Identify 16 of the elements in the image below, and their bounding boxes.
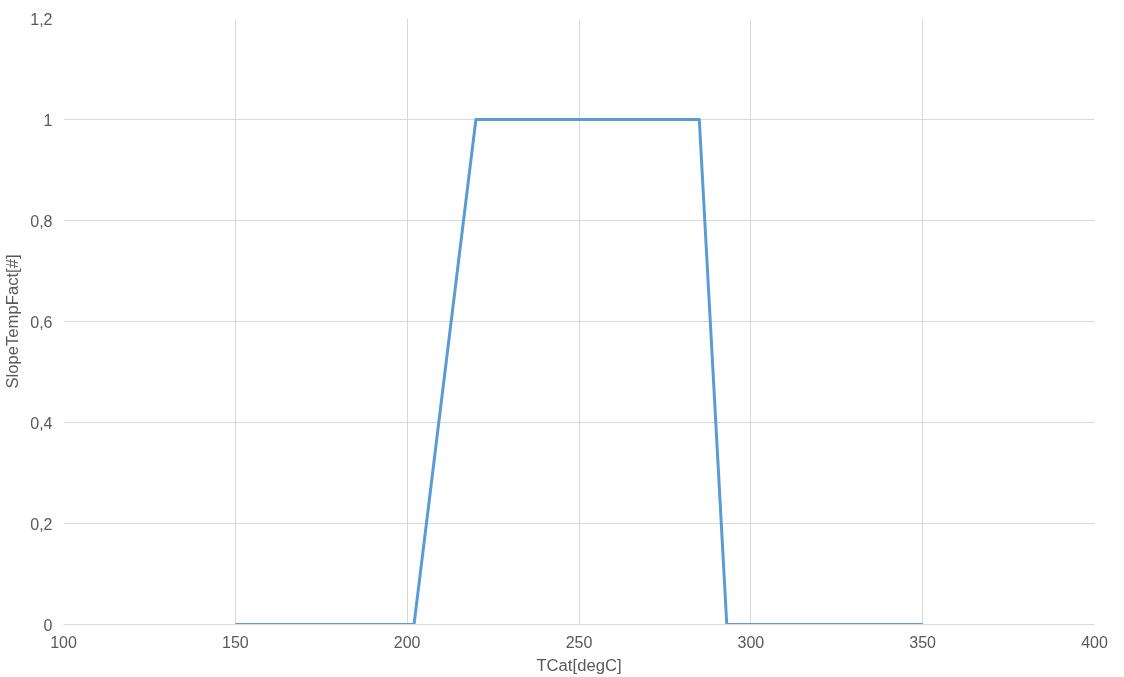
y-tick-label: 1,2: [30, 10, 53, 28]
y-tick-label: 0,6: [30, 313, 53, 331]
y-axis-title: SlopeTempFact[#]: [3, 254, 23, 389]
x-tick-label: 250: [565, 633, 593, 651]
y-tick-label: 1: [43, 111, 53, 129]
y-tick-label: 0,4: [30, 414, 53, 432]
x-tick-label: 400: [1081, 633, 1108, 651]
x-tick-label: 350: [909, 633, 937, 651]
x-tick-label: 300: [737, 633, 765, 651]
x-axis-title: TCat[degC]: [536, 655, 622, 675]
x-tick-label: 100: [50, 633, 77, 651]
y-tick-label: 0,8: [30, 212, 53, 230]
x-tick-label: 150: [221, 633, 249, 651]
y-tick-label: 0,2: [30, 515, 53, 533]
x-tick-label: 200: [393, 633, 421, 651]
y-tick-label: 0: [43, 616, 53, 634]
